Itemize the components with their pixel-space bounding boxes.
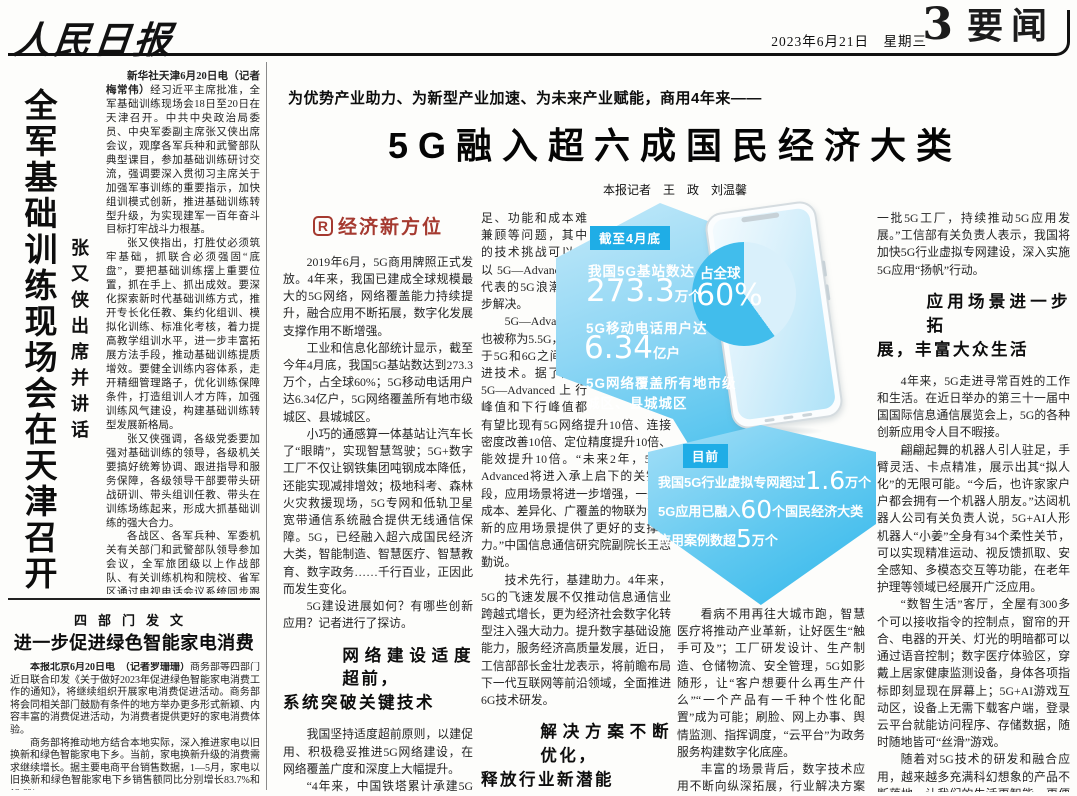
appliance-article-kicker: 四部门发文 bbox=[73, 613, 194, 628]
column-series-label: R 经济新方位 bbox=[283, 214, 473, 242]
main-article-title: 5G融入超六成国民经济大类 bbox=[387, 125, 963, 166]
phone-side-button bbox=[825, 284, 831, 301]
section-heading-line1: 解决方案不断优化， bbox=[540, 723, 671, 766]
phone-side-button bbox=[821, 260, 828, 277]
pie-value: 60% bbox=[696, 278, 763, 313]
paragraph: 工业和信息化部统计显示，截至今年4月底，我国5G基站数达到273.3万个，占全球… bbox=[283, 340, 473, 424]
section-heading-scenarios: 应用场景进一步拓 展，丰富大众生活 bbox=[877, 291, 1070, 363]
stat-application-cases: 应用案例数超5万个 bbox=[658, 524, 872, 553]
section-heading-line2: 展，丰富大众生活 bbox=[877, 340, 1029, 359]
main-article-column-3: 看病不用再往大城市跑，智慧医疗将推动产业革新，让好医生“触手可及”；工厂研发设计… bbox=[677, 210, 865, 792]
article-divider bbox=[8, 598, 260, 600]
paragraph: 一批5G工厂，持续推动5G应用发展。”工信部有关负责人表示，我国将加快5G行业虚… bbox=[877, 211, 1070, 277]
stat-coverage-label: 5G网络覆盖所有地市级 城区、县城城区 bbox=[586, 374, 737, 415]
reporter-credit: （记者梅常伟） bbox=[106, 71, 260, 96]
stat-unit: 个国民经济大类 bbox=[772, 504, 864, 519]
global-share-pie-chart bbox=[692, 242, 796, 346]
paragraph: 张又侠强调，各级党委要加强对基础训练的领导，各级机关要搞好统筹协调、跟进指导和服… bbox=[106, 433, 260, 529]
stat-number: 6.34 bbox=[584, 330, 654, 366]
section-heading-line2: 系统突破关键技术 bbox=[283, 694, 435, 713]
paragraph: 翩翩起舞的机器人引人驻足，手臂灵活、卡点精准，展示出其“拟人化”的无限可能。“今… bbox=[877, 442, 1070, 595]
appliance-article-body: 本报北京6月20日电 （记者罗珊珊）商务部等四部门近日联合印发《关于做好2023… bbox=[10, 662, 260, 790]
paragraph: 新华社天津6月20日电（记者梅常伟）经习近平主席批准，全军基础训练现场会18日至… bbox=[106, 70, 260, 237]
coverage-line1: 5G网络覆盖所有地市级 bbox=[586, 376, 737, 391]
paragraph: 看病不用再往大城市跑，智慧医疗将推动产业革新，让好医生“触手可及”；工厂研发设计… bbox=[677, 607, 865, 759]
stat-subscribers-label: 5G移动电话用户达 bbox=[586, 321, 708, 336]
stat-unit: 万个 bbox=[845, 475, 872, 490]
paragraph: 随着对5G技术的研发和融合应用，越来越多充满科幻想象的产品不断落地，让我们的生活… bbox=[877, 752, 1070, 792]
stat-prefix: 5G应用已融入 bbox=[658, 504, 741, 519]
paragraph: 5G建设进展如何？有哪些创新应用？记者进行了探访。 bbox=[283, 599, 473, 631]
main-article-column-4: 一批5G工厂，持续推动5G应用发展。”工信部有关负责人表示，我国将加快5G行业虚… bbox=[877, 210, 1070, 792]
series-r-icon: R bbox=[312, 216, 333, 236]
infographic-tag-april: 截至4月底 bbox=[590, 226, 670, 250]
stat-number: 5 bbox=[736, 524, 752, 553]
page-number-box: 3 要闻 bbox=[922, 2, 1055, 48]
masthead-rule bbox=[8, 10, 1070, 56]
main-article-byline: 本报记者 王 政 刘温馨 bbox=[602, 183, 747, 197]
page-number: 3 bbox=[922, 0, 953, 50]
paragraph: 2019年6月，5G商用牌照正式发放。4年来，我国已建成全球规模最大的5G网络，… bbox=[283, 254, 473, 338]
pie-label: 占全球 bbox=[700, 266, 741, 281]
stat-unit: 万个 bbox=[674, 289, 702, 304]
stat-base-stations-value: 273.3万个 bbox=[586, 276, 702, 307]
dateline: 新华社天津6月20日电 bbox=[127, 71, 229, 82]
issue-date: 2023年6月21日 星期三 bbox=[771, 34, 927, 49]
dateline: 本报北京6月20日电 bbox=[30, 662, 115, 673]
stat-number: 1.6 bbox=[805, 466, 846, 495]
section-heading-network: 网络建设适度超前， 系统突破关键技术 bbox=[283, 645, 473, 717]
paragraph-text: 经习近平主席批准，全军基础训练现场会18日至20日在天津召开。中共中央政治局委员… bbox=[106, 84, 260, 236]
column-divider bbox=[266, 62, 267, 790]
paragraph: 张又侠指出，打胜仗必须筑牢基础，抓联合必须强固“底盘”，要把基础训练摆上重要位置… bbox=[106, 238, 260, 431]
paragraph: 技术先行，基建助力。4年来，5G的飞速发展不仅推动信息通信业跨越式增长，更为经济… bbox=[481, 572, 671, 708]
stat-private-networks: 我国5G行业虚拟专网超过1.6万个 bbox=[658, 466, 872, 495]
stat-prefix: 应用案例数超 bbox=[658, 533, 737, 548]
section-heading-line2: 释放行业新潜能 bbox=[481, 771, 614, 790]
stat-base-stations-label: 我国5G基站数达 bbox=[588, 264, 696, 279]
paragraph: 各战区、各军兵种、军委机关有关部门和武警部队领导参加会议，全军旅团级以上作战部队… bbox=[106, 531, 260, 594]
stat-unit: 万个 bbox=[751, 533, 778, 548]
series-label-text: 经济新方位 bbox=[337, 217, 443, 238]
stat-economic-categories: 5G应用已融入60个国民经济大类 bbox=[658, 495, 872, 524]
coverage-line2: 城区、县城城区 bbox=[586, 396, 688, 412]
military-article-body: 新华社天津6月20日电（记者梅常伟）经习近平主席批准，全军基础训练现场会18日至… bbox=[106, 70, 260, 594]
stat-unit: 亿户 bbox=[653, 346, 681, 361]
section-heading-solutions: 解决方案不断优化， 释放行业新潜能 bbox=[481, 721, 671, 792]
stat-number: 273.3 bbox=[586, 273, 675, 309]
military-article-subhead: 张又侠出席并讲话 bbox=[69, 238, 89, 446]
section-heading-line1: 网络建设适度超前， bbox=[342, 646, 473, 689]
military-article-headline: 全军基础训练现场会在天津召开 bbox=[20, 88, 57, 592]
paragraph: 小巧的通感算一体基站让汽车长了“眼睛”，实现智慧驾驶；5G+数字工厂不仅让钢铁集… bbox=[283, 426, 473, 596]
paragraph: “4年来，中国铁塔累计承建5G基站189万个，96%的5G站址通过共享存量资源实… bbox=[306, 778, 473, 792]
paragraph: 我国坚持适度超前原则，以建促用、积极稳妥推进5G网络建设，在网络覆盖广度和深度上… bbox=[283, 727, 473, 776]
stat-prefix: 我国5G行业虚拟专网超过 bbox=[658, 475, 806, 490]
paragraph: “数智生活”客厅，全屋有300多个可以接收指令的控制点，窗帘的开合、电器的开关、… bbox=[877, 597, 1070, 750]
main-article-column-1: R 经济新方位 2019年6月，5G商用牌照正式发放。4年来，我国已建成全球规模最… bbox=[283, 210, 473, 792]
appliance-article-headline: 进一步促进绿色智能家电消费 bbox=[13, 633, 255, 653]
stat-subscribers-value: 6.34亿户 bbox=[584, 333, 680, 364]
paragraph: 商务部将推动地方结合本地实际，深入推进家电以旧换新和绿色智能家电下乡。当前，家电… bbox=[10, 737, 260, 790]
paragraph-text: 商务部等四部门近日联合印发《关于做好2023年促进绿色智能家电消费工作的通知》，… bbox=[10, 662, 260, 736]
paragraph: 4年来，5G走进寻常百姓的工作和生活。在近日举办的第三十一届中国国际信息通信展览… bbox=[877, 373, 1070, 440]
5g-infographic: 占全球 60% 截至4月底 我国5G基站数达 273.3万个 5G移动电话用户达… bbox=[550, 198, 922, 670]
paragraph: 本报北京6月20日电 （记者罗珊珊）商务部等四部门近日联合印发《关于做好2023… bbox=[10, 662, 260, 738]
reporter-credit: （记者罗珊珊） bbox=[125, 662, 190, 673]
newspaper-logo: 人民日报 bbox=[11, 18, 176, 62]
main-article-kicker: 为优势产业助力、为新型产业加速、为未来产业赋能，商用4年来—— bbox=[288, 90, 762, 107]
stat-number: 60 bbox=[740, 495, 773, 524]
infographic-tag-current: 目前 bbox=[683, 444, 729, 468]
section-name: 要闻 bbox=[966, 5, 1055, 46]
section-heading-line1: 应用场景进一步拓 bbox=[926, 292, 1070, 335]
paragraph: 丰富的场景背后，数字技术应用不断向纵深拓展，行业解决方案层出不穷。我国5G行业虚… bbox=[677, 761, 865, 792]
